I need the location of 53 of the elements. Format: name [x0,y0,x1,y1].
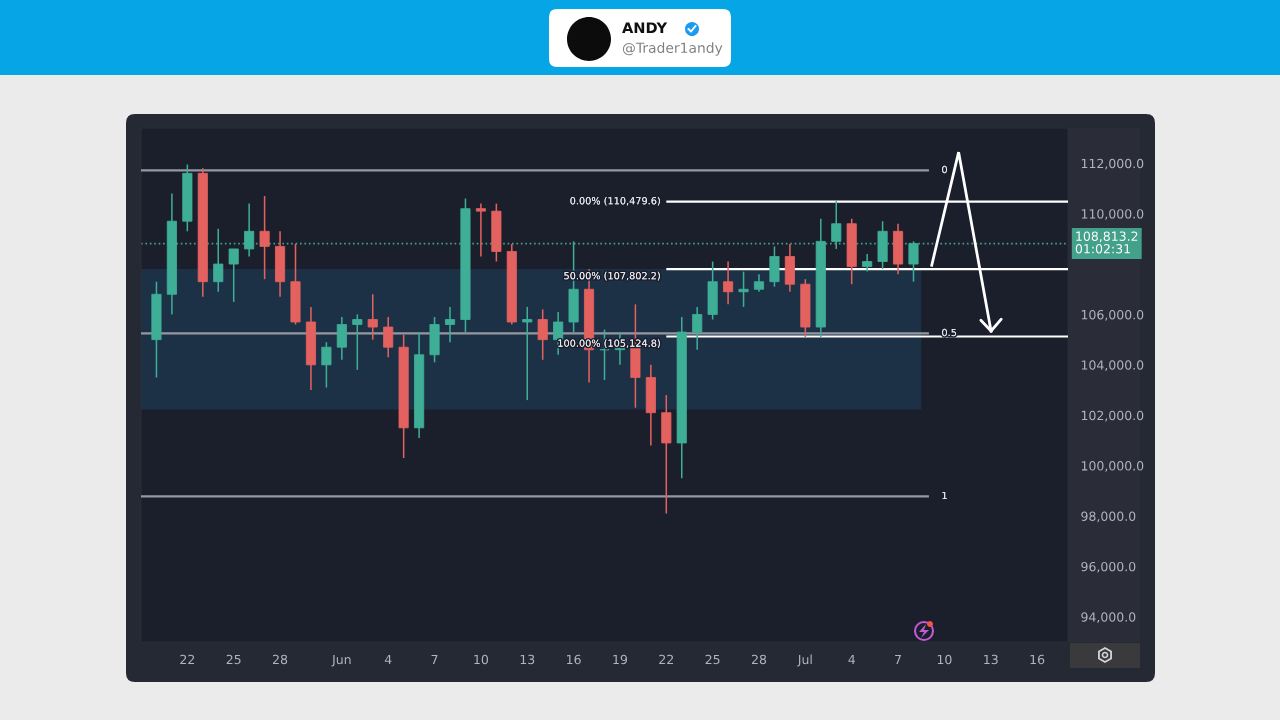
candlestick [692,306,703,351]
y-tick-label: 98,000.0 [1081,511,1136,523]
x-tick-label: 25 [226,654,241,665]
candlestick [723,260,734,306]
x-tick-label: 13 [984,654,998,665]
y-tick-label: 110,000.0 [1081,209,1144,220]
candlestick [738,270,749,308]
candlestick [228,248,239,303]
y-tick-label: 104,000.0 [1081,360,1144,372]
x-tick-label: 22 [659,654,673,664]
candlestick [352,313,363,371]
x-tick-label: 10 [474,654,489,665]
x-tick-label: 28 [273,654,288,665]
annotation: 1 [942,491,947,500]
text: ANDY [622,22,668,34]
candlestick [336,316,347,361]
x-tick-label: Jul [797,654,812,667]
candlestick [522,306,533,401]
x-tick-label: 22 [180,654,195,664]
x-tick-label: 13 [520,654,535,665]
candlestick [831,200,842,250]
candlestick [244,202,255,258]
y-tick-label: 96,000.0 [1081,561,1136,573]
x-tick-label: 10 [937,654,952,665]
y-tick-label: 112,000.0 [1081,158,1144,170]
x-tick-label: 4 [848,654,855,664]
y-tick-label: 94,000.0 [1081,612,1136,624]
candlestick [259,195,270,280]
candlestick [475,202,486,258]
candlestick [908,240,919,283]
x-tick-label: 7 [895,654,901,664]
candlestick [444,306,456,343]
candlestick [383,316,394,359]
x-tick-label: 16 [567,654,581,665]
annotation: 0.5 [942,328,957,337]
text: @Trader1andy [622,42,723,56]
x-tick-label: 19 [613,654,628,665]
candlestick [213,228,224,293]
annotation: 0 [942,165,947,174]
x-tick-label: 4 [384,654,392,664]
ref-line-label: 108,813.2 01:02:31 [1075,231,1138,254]
x-tick-label: Jun [331,654,351,667]
x-tick-label: 25 [705,654,720,665]
candlestick [537,308,548,361]
x-tick-label: 7 [431,654,438,664]
y-tick-label: 106,000.0 [1081,309,1144,321]
y-tick-label: 100,000.0 [1081,461,1144,472]
annotation: 0.00% (110,479.6) [570,196,660,206]
candlestick [321,341,332,389]
candlestick [367,293,378,341]
x-tick-label: 16 [1030,654,1045,665]
y-tick-label: 102,000.0 [1081,410,1144,422]
x-tick-label: 28 [751,654,767,665]
